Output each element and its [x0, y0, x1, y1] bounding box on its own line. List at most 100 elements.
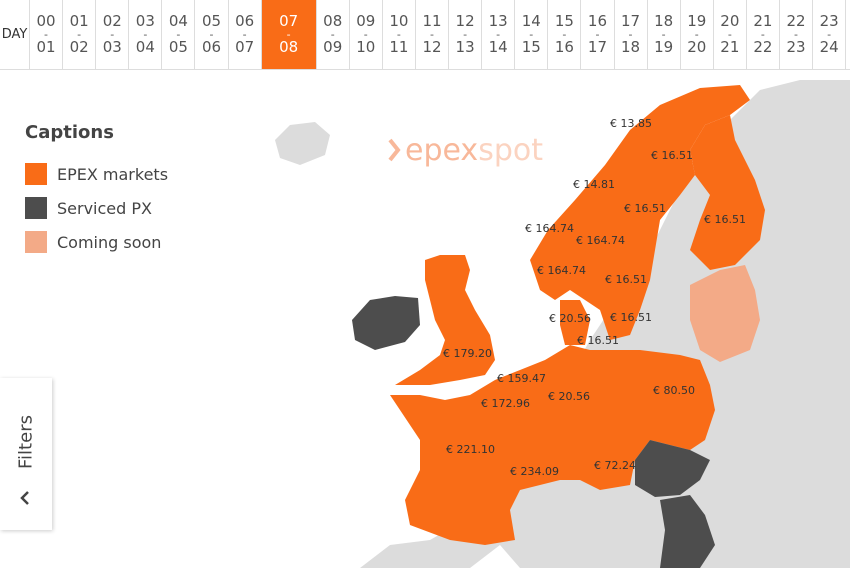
price-labels: € 13.85 € 16.51 € 14.81 € 16.51 € 16.51 € 164…: [443, 117, 746, 478]
hour-from: 12: [455, 12, 475, 30]
hour-from: 11: [422, 12, 442, 30]
hour-slot[interactable]: 00-01: [30, 0, 64, 69]
legend-label: Coming soon: [57, 232, 162, 252]
hour-slot[interactable]: 08-09: [317, 0, 350, 69]
hour-to: 15: [521, 38, 541, 56]
hour-to: 20: [687, 38, 707, 56]
hour-to: 02: [69, 38, 89, 56]
hour-slot[interactable]: 13-14: [482, 0, 516, 69]
hour-from: 09: [356, 12, 376, 30]
legend-swatch: [25, 163, 47, 185]
hour-separator: -: [44, 28, 49, 41]
price-label: € 164.74: [525, 222, 574, 235]
hour-from: 10: [389, 12, 409, 30]
nordics[interactable]: [530, 85, 750, 340]
hour-from: 05: [201, 12, 222, 30]
hour-to: 18: [621, 38, 641, 56]
hour-to: 10: [356, 38, 376, 56]
hour-slot[interactable]: 16-17: [581, 0, 615, 69]
baltics: [690, 265, 760, 362]
hour-slot[interactable]: 14-15: [515, 0, 549, 69]
legend-item: EPEX markets: [25, 157, 168, 191]
price-label: € 164.74: [576, 234, 625, 247]
hour-slot[interactable]: 10-11: [383, 0, 416, 69]
price-label: € 20.56: [548, 390, 590, 403]
hour-slot[interactable]: 03-04: [129, 0, 163, 69]
hour-separator: -: [110, 28, 115, 41]
hour-slot[interactable]: 21-22: [747, 0, 780, 69]
serbia: [660, 495, 715, 568]
hour-from: 23: [819, 12, 839, 30]
hungary: [635, 440, 710, 497]
hour-slot[interactable]: 09-10: [350, 0, 383, 69]
price-label: € 234.09: [510, 465, 559, 478]
hour-separator: -: [77, 28, 82, 41]
hour-slot[interactable]: 20-21: [714, 0, 747, 69]
hour-from: 13: [488, 12, 508, 30]
hour-slot[interactable]: 05-06: [195, 0, 229, 69]
hour-separator: -: [242, 28, 247, 41]
hour-to: 11: [389, 38, 409, 56]
uk[interactable]: [395, 255, 495, 385]
filters-tab[interactable]: Filters: [0, 378, 52, 530]
hour-slot[interactable]: 01-02: [63, 0, 97, 69]
hour-slot[interactable]: 02-03: [96, 0, 130, 69]
hour-to: 23: [786, 38, 806, 56]
legend-item: Serviced PX: [25, 191, 168, 225]
hour-separator: -: [661, 28, 666, 41]
hour-slot[interactable]: 12-13: [449, 0, 483, 69]
hour-slot[interactable]: 23-24: [813, 0, 847, 69]
hour-separator: -: [694, 28, 699, 41]
price-label: € 172.96: [481, 397, 530, 410]
hour-from: 03: [135, 12, 155, 30]
hour-to: 05: [168, 38, 188, 56]
hour-from: 06: [235, 12, 255, 30]
price-label: € 16.51: [624, 202, 666, 215]
denmark[interactable]: [560, 300, 590, 345]
price-label: € 221.10: [446, 443, 495, 456]
hour-to: 16: [554, 38, 574, 56]
hour-separator: -: [794, 28, 798, 41]
hour-slot[interactable]: 07-08: [261, 0, 317, 69]
hour-from: 02: [102, 12, 122, 30]
hour-from: 18: [654, 12, 674, 30]
finland[interactable]: [690, 115, 765, 270]
filters-label: Filters: [15, 415, 37, 469]
hour-slot[interactable]: 22-23: [780, 0, 814, 69]
hour-to: 09: [323, 38, 343, 56]
central-europe[interactable]: [390, 345, 715, 545]
hour-slot[interactable]: 18-19: [648, 0, 681, 69]
logo-chevron: [388, 138, 401, 162]
hour-separator: -: [143, 28, 148, 41]
hour-to: 01: [36, 38, 56, 56]
hour-slot[interactable]: 17-18: [615, 0, 648, 69]
hour-to: 22: [753, 38, 773, 56]
hour-separator: -: [396, 28, 401, 41]
legend-swatch: [25, 231, 47, 253]
hour-to: 12: [422, 38, 442, 56]
hour-slot[interactable]: 04-05: [162, 0, 196, 69]
hour-separator: -: [209, 28, 214, 41]
price-label: € 16.51: [605, 273, 647, 286]
hour-slot[interactable]: 06-07: [229, 0, 262, 69]
hour-slot[interactable]: 19-20: [681, 0, 714, 69]
hour-slot[interactable]: 11-12: [416, 0, 450, 69]
hour-to: 07: [235, 38, 255, 56]
price-label: € 72.24: [594, 459, 636, 472]
price-label: € 14.81: [573, 178, 615, 191]
hour-slot[interactable]: 15-16: [548, 0, 582, 69]
hour-from: 08: [323, 12, 343, 30]
ireland: [352, 296, 420, 350]
logo-suffix: spot: [478, 133, 543, 168]
hour-separator: -: [463, 28, 468, 41]
hour-separator: -: [562, 28, 567, 41]
day-label[interactable]: DAY: [0, 0, 30, 69]
price-label: € 16.51: [651, 149, 693, 162]
hour-from: 15: [554, 12, 574, 30]
hour-separator: -: [363, 28, 368, 41]
price-label: € 16.51: [704, 213, 746, 226]
hour-separator: -: [176, 28, 181, 41]
hour-separator: -: [727, 28, 732, 41]
hour-from: 19: [687, 12, 707, 30]
